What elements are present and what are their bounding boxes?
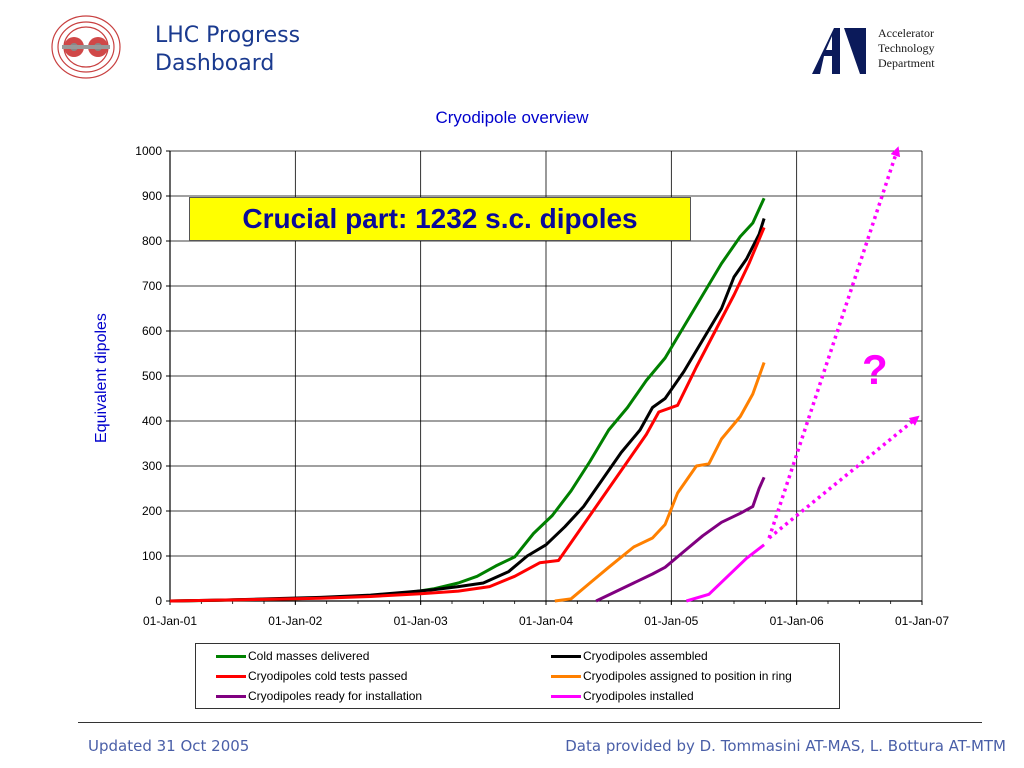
legend-label: Cryodipoles cold tests passed [248,669,408,683]
y-tick-label: 900 [142,189,162,203]
crucial-part-banner: Crucial part: 1232 s.c. dipoles [189,197,691,241]
legend-label: Cryodipoles assembled [583,649,708,663]
y-tick-label: 200 [142,504,162,518]
data-credit: Data provided by D. Tommasini AT-MAS, L.… [565,737,1006,755]
series-line-6 [685,543,766,603]
y-tick-label: 800 [142,234,162,248]
series-line-1 [169,197,766,603]
legend-swatch [551,674,581,678]
x-tick-label: 01-Jan-04 [519,614,573,628]
y-axis-label: Equivalent dipoles [93,313,110,443]
legend-item: Cryodipoles installed [551,687,694,705]
projection-arrow-2 [767,415,920,540]
series-lines [169,197,766,603]
legend-label: Cold masses delivered [248,649,370,663]
legend-label: Cryodipoles installed [583,689,694,703]
y-tick-label: 300 [142,459,162,473]
series-line-3 [169,226,766,603]
legend-label: Cryodipoles ready for installation [248,689,423,703]
y-tick-label: 400 [142,414,162,428]
department-name: Accelerator Technology Department [878,26,935,71]
updated-date: Updated 31 Oct 2005 [88,737,250,755]
series-line-2 [169,218,766,603]
legend-label: Cryodipoles assigned to position in ring [583,669,792,683]
y-tick-label: 700 [142,279,162,293]
projection-arrow-1 [767,146,901,539]
chart-legend: Cold masses delivered Cryodipoles assembl… [195,643,840,709]
x-tick-label: 01-Jan-03 [394,614,448,628]
y-tick-label: 500 [142,369,162,383]
page-title: LHC Progress Dashboard [155,22,300,78]
legend-item: Cryodipoles cold tests passed [216,667,407,685]
projection-arrows [767,146,920,540]
x-tick-label: 01-Jan-06 [770,614,824,628]
legend-swatch [216,674,246,678]
y-tick-label: 600 [142,324,162,338]
legend-item: Cryodipoles assigned to position in ring [551,667,792,685]
question-mark: ? [862,346,888,393]
chart-title: Cryodipole overview [435,108,589,127]
legend-swatch [551,694,581,698]
legend-item: Cryodipoles assembled [551,647,708,665]
dept-line-2: Technology [878,41,935,55]
x-tick-label: 01-Jan-02 [268,614,322,628]
x-tick-label: 01-Jan-07 [895,614,949,628]
x-tick-label: 01-Jan-05 [644,614,698,628]
footer-divider [78,722,982,723]
axes: 0 100 200 300 400 500 600 700 800 900 1000 01-Jan-0… [135,144,949,628]
y-tick-label: 0 [155,594,162,608]
x-tick-label: 01-Jan-01 [143,614,197,628]
legend-swatch [216,694,246,698]
title-line-1: LHC Progress [155,23,301,48]
series-line-4 [554,361,766,603]
dept-line-3: Department [878,56,935,70]
y-tick-label: 1000 [135,144,162,158]
legend-item: Cryodipoles ready for installation [216,687,422,705]
lhc-logo [51,15,121,79]
dept-line-1: Accelerator [878,26,934,40]
legend-swatch [216,654,246,658]
legend-swatch [551,654,581,658]
y-tick-label: 100 [142,549,162,563]
atd-logo-icon [812,28,866,74]
series-line-5 [595,476,766,603]
legend-item: Cold masses delivered [216,647,369,665]
title-line-2: Dashboard [155,51,275,76]
